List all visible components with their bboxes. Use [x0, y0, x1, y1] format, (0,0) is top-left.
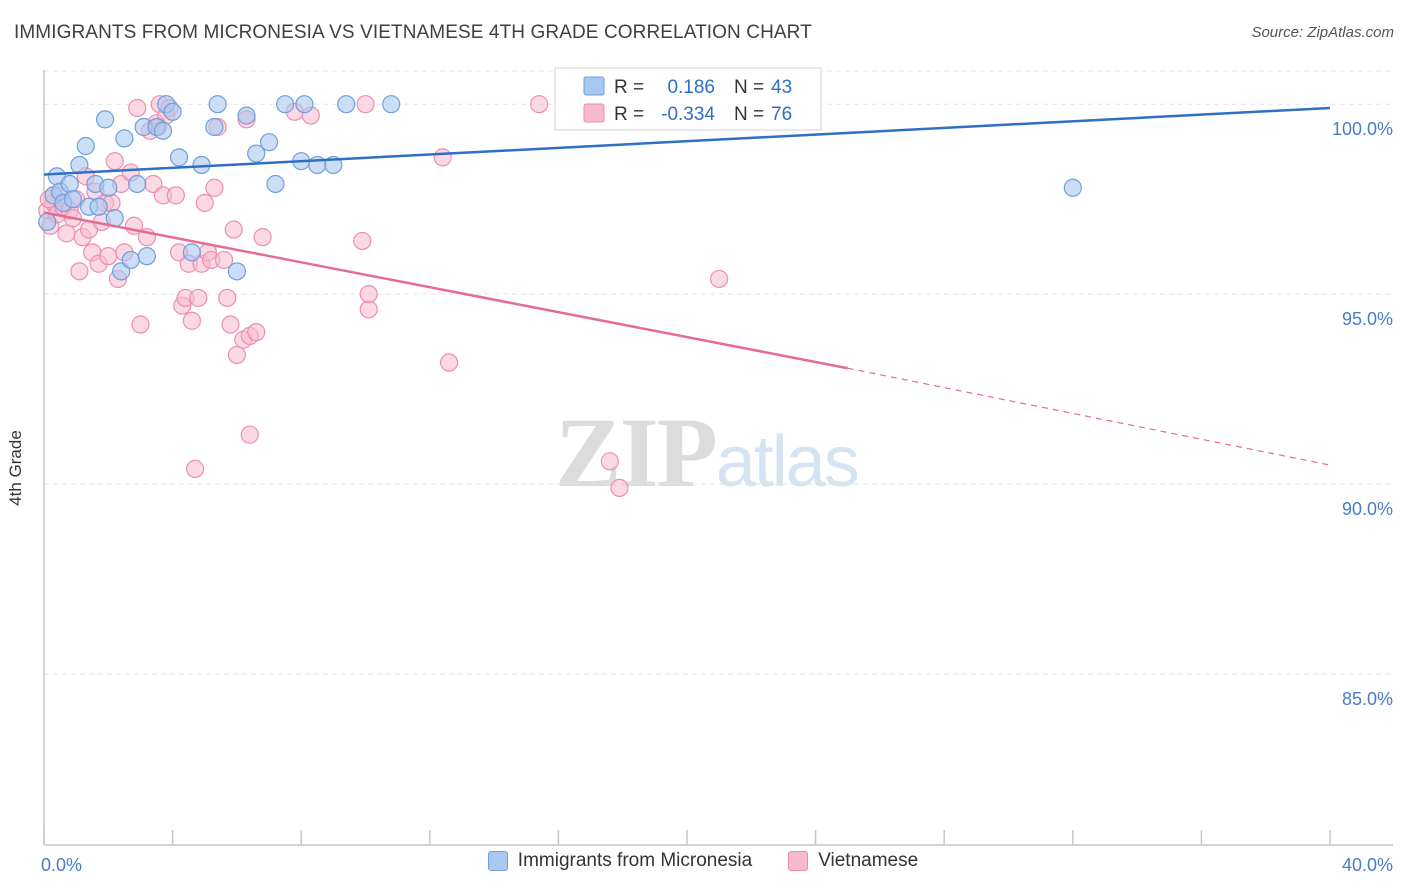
y-tick-label: 85.0%	[1342, 689, 1393, 709]
point-vietnamese	[530, 95, 549, 114]
point-vietnamese	[128, 98, 147, 118]
point-vietnamese	[182, 311, 201, 330]
point-vietnamese	[600, 452, 619, 471]
point-micronesia	[237, 106, 256, 125]
watermark-atlas: atlas	[715, 422, 860, 502]
point-vietnamese	[166, 186, 185, 205]
point-vietnamese	[214, 250, 234, 270]
point-vietnamese	[195, 193, 214, 213]
point-vietnamese	[253, 228, 272, 247]
x-axis-ticks	[43, 830, 1331, 845]
point-vietnamese	[189, 288, 208, 308]
x-tick-label-min: 0.0%	[41, 855, 82, 875]
point-vietnamese	[439, 353, 459, 372]
point-vietnamese	[224, 220, 243, 239]
trend-line-vietnamese-extension	[847, 367, 1331, 466]
legend-n-label-blue: N =	[734, 77, 764, 98]
watermark-zip: ZIP	[555, 397, 718, 508]
point-micronesia	[208, 95, 227, 114]
point-vietnamese	[356, 95, 375, 114]
bottom-legend-item-micronesia: Immigrants from Micronesia	[487, 850, 753, 872]
point-micronesia	[128, 174, 147, 194]
bottom-legend-swatch-pink	[788, 851, 809, 871]
chart-title: IMMIGRANTS FROM MICRONESIA VS VIETNAMESE…	[14, 22, 812, 43]
point-micronesia	[337, 95, 356, 114]
point-vietnamese	[57, 224, 76, 243]
point-vietnamese	[186, 459, 205, 478]
point-vietnamese	[353, 231, 372, 251]
legend-r-label-pink: R =	[614, 104, 644, 125]
correlation-legend: R = 0.186 N = 43 R = -0.334 N = 76	[554, 67, 822, 131]
point-micronesia	[137, 247, 156, 266]
x-axis-tick-labels: 0.0% 40.0%	[41, 855, 1393, 875]
point-micronesia	[76, 136, 95, 156]
point-vietnamese	[99, 247, 118, 266]
grid-lines	[44, 70, 1393, 675]
legend-n-value-blue: 43	[771, 77, 792, 98]
point-micronesia	[1063, 178, 1082, 197]
point-micronesia	[169, 148, 189, 167]
point-micronesia	[95, 110, 115, 129]
chart-source: Source: ZipAtlas.com	[1251, 24, 1394, 41]
point-micronesia	[247, 144, 266, 163]
point-micronesia	[205, 117, 224, 137]
bottom-legend-label-micronesia: Immigrants from Micronesia	[517, 850, 753, 871]
bottom-legend: Immigrants from Micronesia Vietnamese	[0, 850, 1406, 872]
y-tick-label: 100.0%	[1332, 119, 1393, 139]
point-micronesia	[276, 95, 295, 114]
point-micronesia	[182, 243, 201, 262]
point-micronesia	[227, 262, 246, 281]
point-micronesia	[115, 129, 134, 148]
point-vietnamese	[610, 478, 629, 497]
point-vietnamese	[218, 288, 237, 308]
point-vietnamese	[105, 152, 124, 171]
point-micronesia	[38, 212, 57, 232]
axes	[43, 70, 1393, 846]
point-vietnamese	[227, 345, 246, 365]
point-micronesia	[121, 250, 140, 270]
legend-r-value-blue: 0.186	[667, 77, 715, 98]
bottom-legend-label-vietnamese: Vietnamese	[818, 850, 919, 871]
legend-r-label-blue: R =	[614, 77, 644, 98]
point-micronesia	[60, 174, 79, 194]
trend-line-micronesia	[43, 106, 1331, 176]
point-vietnamese	[205, 178, 224, 197]
bottom-legend-swatch-blue	[487, 851, 508, 871]
point-micronesia	[295, 95, 314, 114]
legend-n-label-pink: N =	[734, 104, 764, 125]
point-micronesia	[163, 102, 182, 121]
point-micronesia	[89, 197, 108, 216]
y-tick-label: 95.0%	[1342, 309, 1393, 329]
y-tick-label: 90.0%	[1342, 499, 1393, 519]
trend-lines	[43, 106, 1331, 466]
bottom-legend-item-vietnamese: Vietnamese	[788, 850, 918, 872]
point-vietnamese	[247, 323, 266, 342]
point-micronesia	[99, 178, 118, 197]
point-vietnamese	[433, 148, 452, 167]
point-micronesia	[259, 133, 279, 152]
series-micronesia-points	[38, 95, 1082, 281]
point-micronesia	[382, 95, 401, 114]
point-micronesia	[70, 155, 89, 175]
point-vietnamese	[70, 262, 89, 281]
point-micronesia	[63, 190, 83, 209]
legend-r-value-pink: -0.334	[661, 104, 715, 125]
x-tick-label-max: 40.0%	[1342, 855, 1393, 875]
legend-swatch-blue	[583, 76, 605, 96]
point-micronesia	[266, 174, 285, 194]
point-vietnamese	[221, 315, 240, 334]
point-vietnamese	[359, 300, 378, 319]
watermark: ZIPatlas	[555, 395, 860, 510]
legend-n-value-pink: 76	[771, 104, 792, 125]
point-vietnamese	[710, 269, 729, 289]
y-axis-tick-labels: 85.0% 90.0% 95.0% 100.0%	[1332, 119, 1393, 709]
trend-line-vietnamese	[43, 211, 848, 370]
legend-swatch-pink	[583, 103, 605, 123]
point-vietnamese	[240, 425, 259, 444]
point-vietnamese	[359, 285, 378, 304]
point-micronesia	[153, 121, 173, 140]
point-vietnamese	[131, 315, 150, 334]
